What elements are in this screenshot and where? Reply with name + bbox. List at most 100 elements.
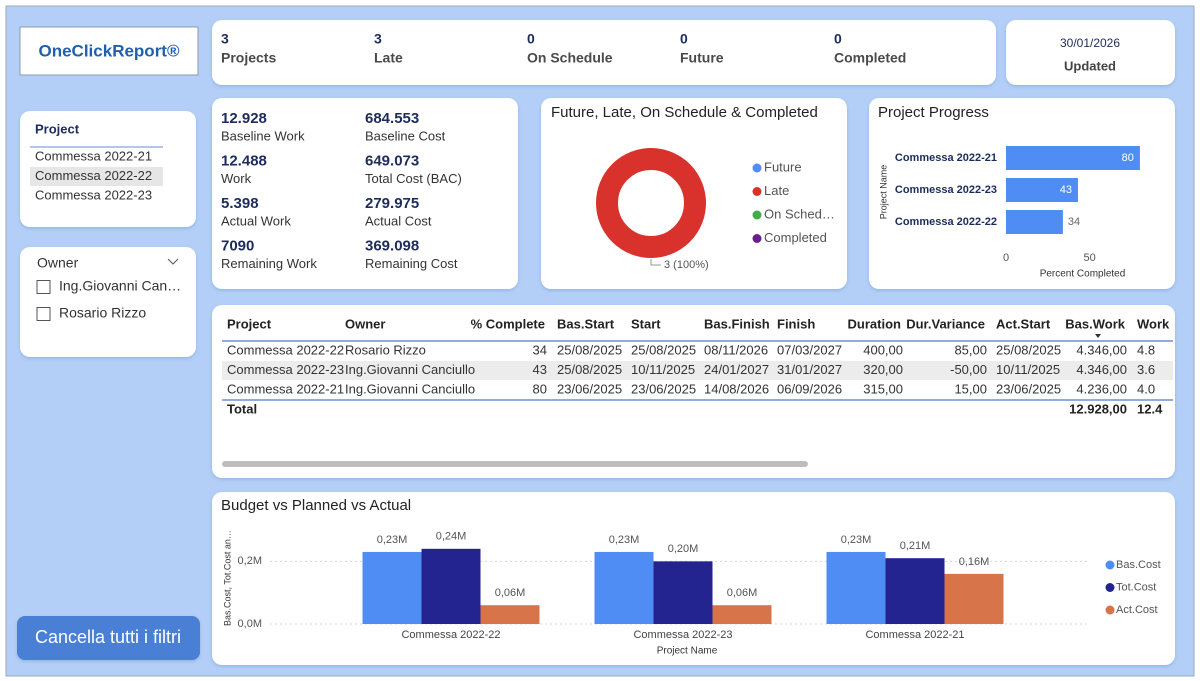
data-label: 0,20M bbox=[668, 543, 699, 555]
legend-label[interactable]: Bas.Cost bbox=[1116, 559, 1161, 571]
kpi-value: 0 bbox=[680, 31, 688, 47]
sort-indicator bbox=[1095, 334, 1101, 338]
column-header[interactable]: % Complete bbox=[471, 316, 545, 331]
metrics-panel bbox=[212, 98, 518, 289]
legend-marker bbox=[752, 234, 762, 243]
kpi-value: 3 bbox=[374, 31, 382, 47]
metric-value: 7090 bbox=[221, 237, 254, 254]
clear-filters-button[interactable] bbox=[17, 616, 200, 660]
table-cell: 4.346,00 bbox=[1076, 342, 1127, 357]
table-cell: 4.346,00 bbox=[1076, 362, 1127, 377]
bar[interactable] bbox=[1006, 146, 1140, 170]
metric-value: 5.398 bbox=[221, 195, 259, 212]
bar[interactable] bbox=[944, 573, 1004, 624]
bar[interactable] bbox=[712, 605, 772, 624]
bar[interactable] bbox=[594, 551, 654, 624]
dropdown-chevron[interactable] bbox=[167, 258, 179, 265]
y-tick-label: Commessa 2022-21 bbox=[895, 152, 997, 164]
legend-label[interactable]: Future bbox=[764, 159, 802, 174]
bar[interactable] bbox=[480, 605, 540, 624]
kpi-panel bbox=[212, 20, 996, 85]
slicer-item[interactable]: Ing.Giovanni Can… bbox=[59, 278, 181, 294]
legend-marker bbox=[1105, 583, 1115, 592]
column-header[interactable]: Act.Start bbox=[996, 316, 1051, 331]
leader-line bbox=[650, 259, 661, 266]
data-label: 80 bbox=[1122, 152, 1134, 164]
kpi-label: Completed bbox=[834, 50, 906, 66]
scrollbar[interactable] bbox=[222, 461, 808, 467]
column-header[interactable]: Finish bbox=[777, 316, 815, 331]
table-cell: 34 bbox=[533, 342, 547, 357]
chart-title: Future, Late, On Schedule & Completed bbox=[551, 104, 818, 121]
metric-label: Total Cost (BAC) bbox=[365, 171, 462, 186]
column-header[interactable]: Bas.Work bbox=[1065, 316, 1125, 331]
metric-value: 649.073 bbox=[365, 152, 419, 169]
metric-label: Remaining Work bbox=[221, 256, 317, 271]
data-label: 0,23M bbox=[841, 534, 872, 546]
bar[interactable] bbox=[1006, 210, 1063, 234]
slicer-item[interactable]: Rosario Rizzo bbox=[59, 305, 146, 321]
slicer-title: Project bbox=[35, 121, 80, 136]
column-header[interactable]: Bas.Finish bbox=[704, 316, 770, 331]
bar[interactable] bbox=[1006, 178, 1078, 202]
metric-value: 12.488 bbox=[221, 152, 267, 169]
bar[interactable] bbox=[362, 551, 422, 624]
column-header[interactable]: Work bbox=[1137, 316, 1170, 331]
y-axis-label: Project Name bbox=[878, 165, 888, 220]
y-tick-label: Commessa 2022-22 bbox=[895, 216, 997, 228]
table-cell: 14/08/2026 bbox=[704, 381, 769, 396]
column-header[interactable]: Duration bbox=[848, 316, 902, 331]
column-header[interactable]: Owner bbox=[345, 316, 385, 331]
updated-label: Updated bbox=[1064, 58, 1116, 73]
x-tick-label: Commessa 2022-21 bbox=[865, 629, 964, 641]
kpi-label: Future bbox=[680, 50, 724, 66]
checkbox[interactable] bbox=[36, 307, 51, 321]
bar[interactable] bbox=[885, 558, 945, 624]
column-header[interactable]: Project bbox=[227, 316, 272, 331]
data-label: 0,16M bbox=[959, 556, 990, 568]
data-label: 0,21M bbox=[900, 540, 931, 552]
updated-panel bbox=[1006, 20, 1175, 85]
slicer-item[interactable]: Commessa 2022-21 bbox=[35, 148, 152, 163]
x-tick-label: 0 bbox=[1003, 252, 1009, 264]
metric-value: 12.928 bbox=[221, 110, 267, 127]
legend-label[interactable]: Tot.Cost bbox=[1116, 581, 1156, 593]
metric-value: 279.975 bbox=[365, 195, 419, 212]
legend-label[interactable]: Completed bbox=[764, 230, 827, 245]
legend-label[interactable]: Late bbox=[764, 183, 789, 198]
legend-label[interactable]: Act.Cost bbox=[1116, 604, 1158, 616]
column-header[interactable]: Bas.Start bbox=[557, 316, 615, 331]
total-cell: 12.928,00 bbox=[1069, 401, 1127, 416]
table-cell: 25/08/2025 bbox=[557, 342, 622, 357]
y-tick-label: Commessa 2022-23 bbox=[895, 184, 997, 196]
x-tick-label: 50 bbox=[1084, 252, 1096, 264]
table-cell: 10/11/2025 bbox=[631, 362, 695, 377]
checkbox[interactable] bbox=[36, 280, 51, 294]
slicer-title: Owner bbox=[37, 255, 79, 271]
kpi-label: Late bbox=[374, 50, 403, 66]
chart-title: Project Progress bbox=[878, 104, 989, 121]
data-label: 34 bbox=[1068, 216, 1080, 228]
kpi-value: 3 bbox=[221, 31, 229, 47]
bar[interactable] bbox=[826, 551, 886, 624]
table-cell: 10/11/2025 bbox=[996, 362, 1060, 377]
bar[interactable] bbox=[421, 548, 481, 624]
chart-title: Budget vs Planned vs Actual bbox=[221, 497, 411, 514]
table-cell: Commessa 2022-21 bbox=[227, 381, 344, 396]
slicer-item[interactable]: Commessa 2022-22 bbox=[35, 168, 152, 183]
bar[interactable] bbox=[653, 561, 713, 624]
table-cell: 4.236,00 bbox=[1076, 381, 1127, 396]
slicer-item[interactable]: Commessa 2022-23 bbox=[35, 187, 152, 202]
kpi-value: 0 bbox=[834, 31, 842, 47]
x-tick-label: Commessa 2022-23 bbox=[633, 629, 732, 641]
row-stripe bbox=[222, 361, 1173, 380]
table-cell: 25/08/2025 bbox=[631, 342, 696, 357]
column-header[interactable]: Start bbox=[631, 316, 661, 331]
clear-filters-label[interactable]: Cancella tutti i filtri bbox=[35, 627, 181, 647]
total-cell: 12.4 bbox=[1137, 401, 1163, 416]
metric-label: Remaining Cost bbox=[365, 256, 458, 271]
y-tick-label: 0,2M bbox=[238, 555, 262, 567]
column-header[interactable]: Dur.Variance bbox=[906, 316, 985, 331]
table-cell: 80 bbox=[533, 381, 547, 396]
legend-label[interactable]: On Sched… bbox=[764, 206, 835, 221]
